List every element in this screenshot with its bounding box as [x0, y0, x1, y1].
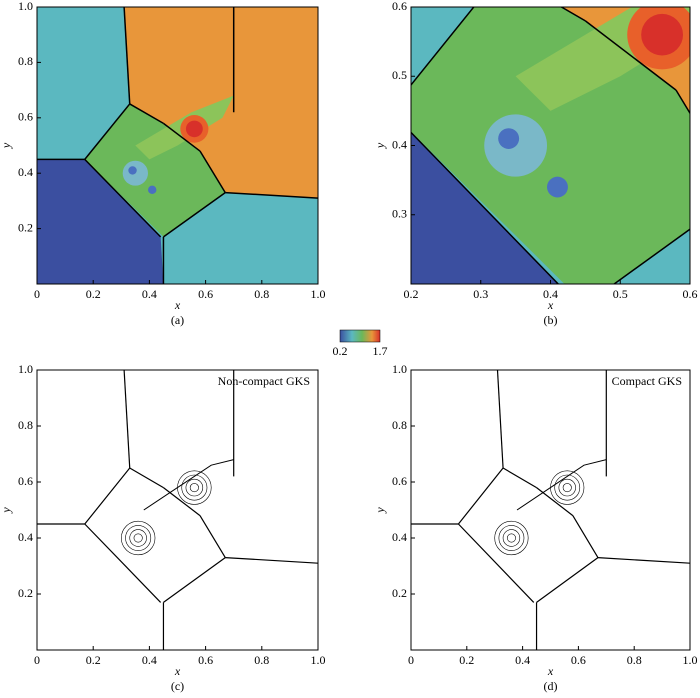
y-tick-label: 0.2: [18, 220, 33, 234]
panel-label: (a): [171, 313, 184, 327]
x-tick-label: 0.6: [571, 653, 586, 667]
colorbar-max: 1.7: [373, 344, 388, 358]
x-tick-label: 1.0: [311, 287, 326, 301]
y-tick-label: 0.2: [18, 586, 33, 600]
y-tick-label: 0.4: [18, 165, 33, 179]
x-tick-label: 0.6: [198, 653, 213, 667]
y-tick-label: 1.0: [18, 0, 33, 13]
y-tick-label: 0.4: [392, 137, 407, 151]
annotation: Compact GKS: [612, 374, 682, 388]
y-tick-label: 0.2: [392, 586, 407, 600]
x-tick-label: 0.2: [459, 653, 474, 667]
y-tick-label: 0.8: [18, 54, 33, 68]
x-tick-label: 0: [34, 287, 40, 301]
y-tick-label: 0.8: [18, 418, 33, 432]
plot-area: [411, 370, 690, 650]
y-tick-label: 0.6: [392, 474, 407, 488]
contour-blob: [186, 121, 203, 138]
y-tick-label: 0.5: [392, 68, 407, 82]
x-tick-label: 0.5: [613, 287, 628, 301]
y-tick-label: 0.3: [392, 207, 407, 221]
background: [37, 370, 318, 650]
contour-blob: [641, 14, 683, 56]
annotation: Non-compact GKS: [218, 374, 310, 388]
x-tick-label: 0.3: [473, 287, 488, 301]
y-axis-label: y: [0, 507, 13, 514]
y-tick-label: 0.6: [18, 110, 33, 124]
contour-blob: [148, 186, 156, 194]
x-tick-label: 0.8: [627, 653, 642, 667]
colorbar: [340, 330, 380, 342]
y-axis-label: y: [373, 507, 387, 514]
x-tick-label: 1.0: [311, 653, 326, 667]
y-tick-label: 1.0: [392, 362, 407, 376]
y-tick-label: 0.6: [18, 474, 33, 488]
x-tick-label: 0.4: [142, 653, 157, 667]
x-tick-label: 0.6: [198, 287, 213, 301]
y-tick-label: 0.4: [392, 530, 407, 544]
contour-blob: [498, 128, 519, 149]
y-axis-label: y: [0, 142, 13, 149]
contour-blob: [128, 166, 136, 174]
y-tick-label: 0.6: [392, 0, 407, 13]
panel-label: (c): [171, 679, 184, 693]
x-tick-label: 0.4: [142, 287, 157, 301]
x-tick-label: 0.2: [404, 287, 419, 301]
x-tick-label: 1.0: [683, 653, 698, 667]
x-tick-label: 0.8: [254, 287, 269, 301]
x-tick-label: 0.2: [86, 653, 101, 667]
x-tick-label: 0.8: [254, 653, 269, 667]
plot-area: [37, 370, 318, 650]
panel-label: (b): [544, 313, 558, 327]
plot-area: [37, 7, 318, 284]
x-tick-label: 0: [34, 653, 40, 667]
background: [411, 370, 690, 650]
plot-area: [272, 0, 700, 423]
x-axis-label: x: [174, 664, 181, 678]
x-axis-label: x: [174, 298, 181, 312]
y-tick-label: 0.8: [392, 418, 407, 432]
x-tick-label: 0.2: [86, 287, 101, 301]
colorbar-min: 0.2: [333, 344, 348, 358]
y-axis-label: y: [373, 142, 387, 149]
y-tick-label: 0.4: [18, 530, 33, 544]
x-tick-label: 0.4: [515, 653, 530, 667]
x-axis-label: x: [547, 664, 554, 678]
x-tick-label: 0: [408, 653, 414, 667]
x-axis-label: x: [547, 298, 554, 312]
y-tick-label: 1.0: [18, 362, 33, 376]
contour-blob: [547, 177, 568, 198]
x-tick-label: 0.6: [683, 287, 698, 301]
panel-label: (d): [544, 679, 558, 693]
